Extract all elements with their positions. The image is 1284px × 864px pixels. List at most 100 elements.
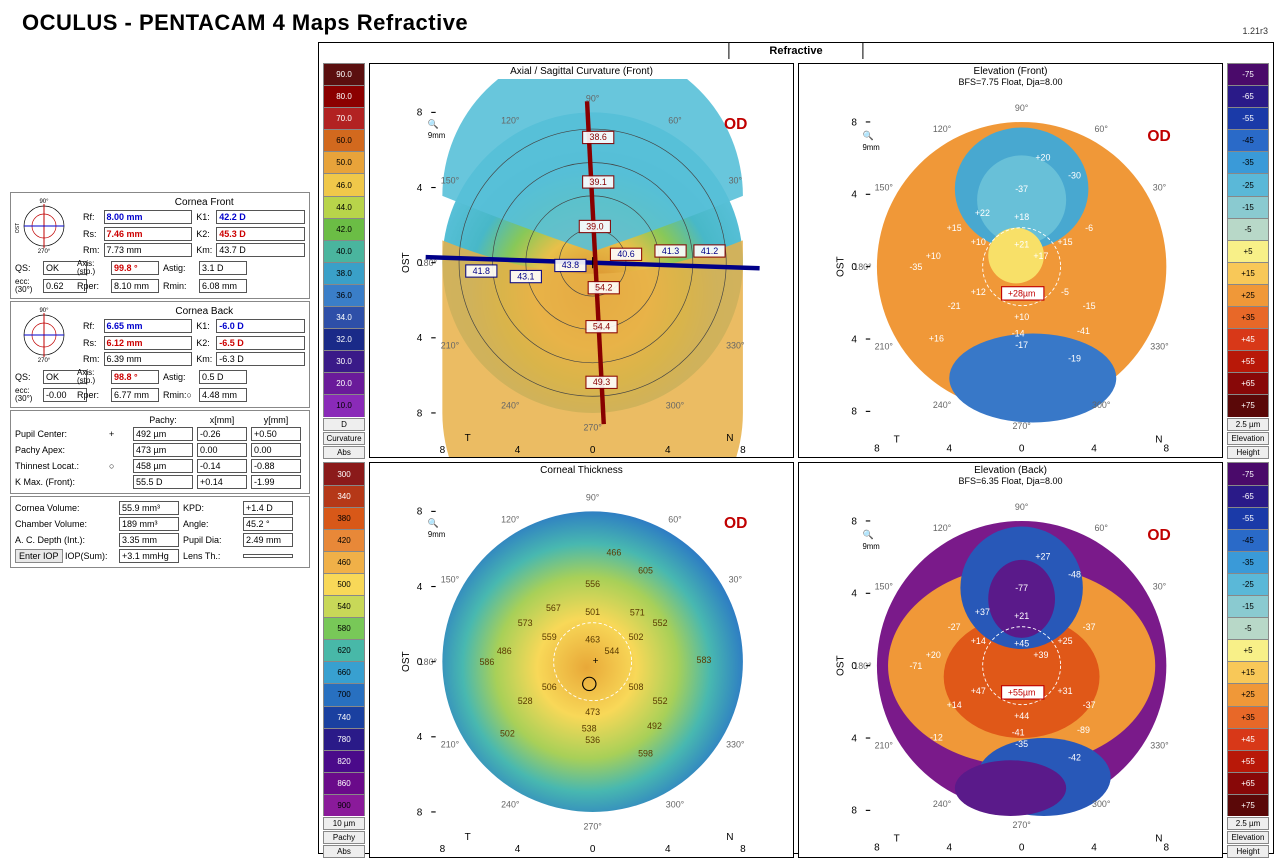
angle[interactable]: 45.2 ° — [243, 517, 293, 531]
svg-text:54.4: 54.4 — [593, 321, 610, 331]
svg-text:OST: OST — [401, 252, 412, 273]
colorbar-segment: 10.0 — [323, 394, 365, 416]
thin-pachy[interactable]: 458 µm — [133, 459, 193, 473]
rmin-back[interactable]: 4.48 mm — [199, 388, 247, 402]
svg-text:90°: 90° — [586, 93, 600, 103]
k1-back[interactable]: -6.0 D — [216, 319, 305, 333]
cornea-volume[interactable]: 55.9 mm³ — [119, 501, 179, 515]
svg-text:0: 0 — [851, 661, 857, 672]
enter-iop-button[interactable]: Enter IOP — [15, 549, 63, 563]
kmax-x[interactable]: +0.14 — [197, 475, 247, 489]
magnifier-icon[interactable]: 🔍 — [862, 529, 873, 540]
svg-text:502: 502 — [500, 729, 515, 739]
colorbar-segment: 34.0 — [323, 306, 365, 328]
colorbar-segment: 540 — [323, 595, 365, 617]
colorbar-segment: +25 — [1227, 683, 1269, 705]
svg-text:0: 0 — [417, 258, 423, 269]
svg-text:OST: OST — [836, 656, 847, 677]
svg-text:0: 0 — [590, 445, 596, 456]
lens-th[interactable] — [243, 554, 293, 558]
svg-text:571: 571 — [630, 608, 645, 618]
svg-text:N: N — [726, 433, 733, 444]
svg-text:120°: 120° — [501, 515, 520, 525]
pupil-pachy[interactable]: 492 µm — [133, 427, 193, 441]
map-thickness: 3003403804204605005405806206607007407808… — [323, 462, 794, 857]
svg-text:-35: -35 — [909, 262, 922, 272]
k2-back[interactable]: -6.5 D — [216, 336, 305, 350]
colorbar-label: Pachy — [323, 831, 365, 844]
svg-text:+15: +15 — [1057, 237, 1072, 247]
rm-back[interactable]: 6.39 mm — [104, 352, 193, 366]
chamber-volume[interactable]: 189 mm³ — [119, 517, 179, 531]
astig-front[interactable]: 3.1 D — [199, 261, 247, 275]
pupil-x[interactable]: -0.26 — [197, 427, 247, 441]
pupil-dia[interactable]: 2.49 mm — [243, 533, 293, 547]
svg-text:270°: 270° — [583, 822, 602, 832]
svg-text:-71: -71 — [909, 661, 922, 671]
colorbar-segment: 50.0 — [323, 151, 365, 173]
axis-back[interactable]: 98.8 ° — [111, 370, 159, 384]
svg-text:0: 0 — [417, 657, 423, 668]
curvature-map-svg[interactable]: 38.639.139.040.641.341.241.843.143.854.2… — [370, 79, 793, 457]
svg-text:+10: +10 — [926, 251, 941, 261]
svg-text:8: 8 — [417, 507, 423, 518]
km-front[interactable]: 43.7 D — [216, 243, 305, 257]
km-back[interactable]: -6.3 D — [216, 352, 305, 366]
thin-x[interactable]: -0.14 — [197, 459, 247, 473]
kpd[interactable]: +1.4 D — [243, 501, 293, 515]
axis-front[interactable]: 99.8 ° — [111, 261, 159, 275]
elevation-back-svg[interactable]: -48-71-42-37-77-27+14-35-37+25+21+14+47+… — [799, 486, 1222, 856]
map-elevation-front: Elevation (Front) BFS=7.75 Float, Dja=8.… — [798, 63, 1269, 458]
pupil-y[interactable]: +0.50 — [251, 427, 301, 441]
rf-front[interactable]: 8.00 mm — [104, 210, 193, 224]
svg-text:-42: -42 — [1068, 753, 1081, 763]
thin-y[interactable]: -0.88 — [251, 459, 301, 473]
svg-text:330°: 330° — [726, 740, 745, 750]
svg-text:-12: -12 — [930, 733, 943, 743]
magnifier-icon[interactable]: 🔍 — [428, 517, 439, 528]
rper-front[interactable]: 8.10 mm — [111, 279, 159, 293]
colorbar-segment: 380 — [323, 507, 365, 529]
svg-text:4: 4 — [851, 190, 857, 201]
astig-back[interactable]: 0.5 D — [199, 370, 247, 384]
svg-text:-5: -5 — [1061, 287, 1069, 297]
svg-text:536: 536 — [585, 735, 600, 745]
rs-back[interactable]: 6.12 mm — [104, 336, 193, 350]
iop-sum[interactable]: +3.1 mmHg — [119, 549, 179, 563]
svg-text:120°: 120° — [933, 524, 952, 534]
svg-text:+14: +14 — [971, 636, 986, 646]
thickness-svg[interactable]: + 60558659855255657352853655250250155950… — [370, 478, 793, 856]
colorbar-label: Height — [1227, 845, 1269, 858]
svg-text:506: 506 — [542, 683, 557, 693]
ac-depth[interactable]: 3.35 mm — [119, 533, 179, 547]
rs-front[interactable]: 7.46 mm — [104, 227, 193, 241]
colorbar-segment: 42.0 — [323, 218, 365, 240]
svg-text:-27: -27 — [948, 623, 961, 633]
colorbar-segment: 700 — [323, 683, 365, 705]
colorbar-thickness: 3003403804204605005405806206607007407808… — [323, 462, 365, 857]
k1-front[interactable]: 42.2 D — [216, 210, 305, 224]
k2-front[interactable]: 45.3 D — [216, 227, 305, 241]
svg-text:8: 8 — [440, 445, 446, 456]
kmax-y[interactable]: -1.99 — [251, 475, 301, 489]
rper-back[interactable]: 6.77 mm — [111, 388, 159, 402]
apex-x[interactable]: 0.00 — [197, 443, 247, 457]
apex-y[interactable]: 0.00 — [251, 443, 301, 457]
colorbar-label: Height — [1227, 446, 1269, 459]
tab-refractive[interactable]: Refractive — [728, 42, 863, 59]
magnifier-icon[interactable]: 🔍 — [428, 118, 439, 129]
svg-text:4: 4 — [417, 183, 423, 194]
svg-text:586: 586 — [479, 657, 494, 667]
rmin-front[interactable]: 6.08 mm — [199, 279, 247, 293]
svg-text:OST: OST — [401, 652, 412, 673]
svg-text:4: 4 — [851, 589, 857, 600]
rf-back[interactable]: 6.65 mm — [104, 319, 193, 333]
elevation-front-svg[interactable]: -30-35-19-6-37+15-21-17-15+15+18+10+12+1… — [799, 87, 1222, 457]
rm-front[interactable]: 7.73 mm — [104, 243, 193, 257]
svg-text:330°: 330° — [726, 340, 745, 350]
magnifier-icon[interactable]: 🔍 — [862, 130, 873, 141]
svg-text:270°: 270° — [1012, 821, 1031, 831]
kmax-pachy[interactable]: 55.5 D — [133, 475, 193, 489]
svg-text:4: 4 — [851, 734, 857, 745]
apex-pachy[interactable]: 473 µm — [133, 443, 193, 457]
